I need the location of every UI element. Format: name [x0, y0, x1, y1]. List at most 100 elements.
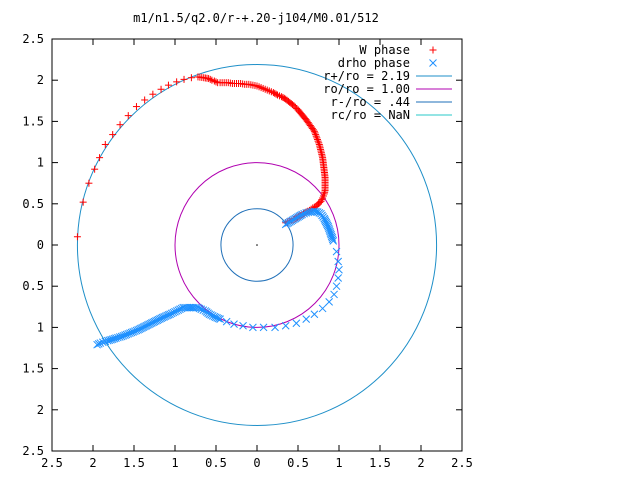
- w-phase-point: [206, 75, 214, 83]
- axis-ticks: 2.5 2 1.5 1 0.5 0 0.5 1 1.5 2 2.52.521.510.500.511…: [22, 32, 473, 470]
- x-tick-label: 1.5: [369, 456, 391, 470]
- legend-label: r+/ro = 2.19: [323, 69, 410, 83]
- legend-label: drho phase: [338, 56, 410, 70]
- drho-phase-point: [185, 303, 193, 312]
- w-phase-point: [180, 75, 188, 83]
- drho-phase-point: [318, 304, 327, 313]
- x-tick-label: 0: [253, 456, 260, 470]
- y-tick-label: 1.5: [22, 362, 44, 376]
- reference-circle: [76, 64, 438, 426]
- drho-phase-point: [330, 290, 338, 299]
- legend-label: rc/ro = NaN: [331, 108, 410, 122]
- drho-phase-point: [222, 317, 231, 326]
- w-phase-point: [85, 179, 93, 187]
- legend-label: W phase: [359, 43, 410, 57]
- drho-phase-point: [332, 247, 341, 256]
- w-phase-point: [272, 90, 280, 98]
- drho-phase-point: [302, 315, 311, 324]
- x-tick-label: 2: [417, 456, 424, 470]
- drho-phase-point: [230, 320, 238, 328]
- x-tick-label: 2.5: [451, 456, 473, 470]
- y-tick-label: 0: [37, 238, 44, 252]
- w-phase-point: [309, 126, 317, 134]
- w-phase-point: [313, 134, 321, 142]
- drho-phase-point: [259, 323, 268, 332]
- drho-phase-point: [334, 274, 343, 282]
- w-phase-point: [311, 129, 319, 137]
- y-tick-label: 2.5: [22, 444, 44, 458]
- w-phase-point: [313, 136, 321, 144]
- legend-marker: [429, 46, 437, 54]
- drho-phase-point: [332, 282, 341, 291]
- w-phase-point: [116, 121, 124, 129]
- y-tick-label: 0.5: [22, 279, 44, 293]
- x-tick-label: 1.5: [123, 456, 145, 470]
- w-phase-point: [164, 81, 172, 89]
- w-phase-point: [319, 194, 327, 202]
- x-tick-label: 1: [335, 456, 342, 470]
- drho-phase-point: [98, 338, 107, 347]
- drho-phase-point: [239, 321, 247, 330]
- w-phase-point: [187, 74, 195, 82]
- w-phase-point: [314, 137, 322, 145]
- drho-phase-point: [103, 336, 112, 345]
- y-tick-label: 1.5: [22, 114, 44, 128]
- x-tick-label: 2: [89, 456, 96, 470]
- w-phase-point: [109, 131, 117, 139]
- drho-phase-point: [93, 340, 101, 349]
- legend-label: r-/ro = .44: [331, 95, 410, 109]
- reference-circle: [220, 208, 294, 282]
- reference-circle: [174, 162, 340, 328]
- drho-phase-point: [94, 340, 103, 348]
- w-phase-point: [205, 75, 213, 83]
- w-phase-point: [91, 165, 99, 173]
- y-tick-label: 1: [37, 156, 44, 170]
- chart-title: m1/n1.5/q2.0/r-+.20-j104/M0.01/512: [133, 11, 379, 25]
- reference-circles: [76, 64, 438, 426]
- w-phase-point: [312, 131, 320, 139]
- y-tick-label: 1: [37, 320, 44, 334]
- w-phase-point: [124, 112, 132, 120]
- w-phase-point: [132, 103, 140, 111]
- data-markers: [73, 73, 343, 349]
- drho-phase-point: [328, 235, 337, 244]
- y-tick-label: 2: [37, 403, 44, 417]
- w-phase-point: [312, 132, 320, 140]
- w-phase-point: [149, 90, 157, 98]
- drho-phase-point: [292, 319, 301, 328]
- drho-phase-point: [310, 310, 319, 319]
- w-phase-point: [310, 127, 318, 135]
- x-tick-label: 0.5: [205, 456, 227, 470]
- w-phase-point: [73, 233, 81, 241]
- w-phase-point: [212, 78, 220, 86]
- x-tick-label: 0.5: [287, 456, 309, 470]
- drho-phase-point: [249, 323, 257, 332]
- drho-phase-point: [186, 303, 195, 312]
- w-phase-point: [79, 198, 87, 206]
- y-tick-label: 0.5: [22, 197, 44, 211]
- legend-marker: [429, 59, 437, 67]
- drho-phase-point: [101, 337, 110, 346]
- drho-phase-point: [335, 265, 343, 274]
- w-phase-point: [101, 140, 109, 148]
- drho-phase-point: [334, 257, 343, 266]
- drho-phase-point: [271, 323, 279, 332]
- x-tick-label: 2.5: [41, 456, 63, 470]
- drho-phase-point: [325, 298, 334, 306]
- w-phase-point: [157, 85, 165, 93]
- w-phase-point: [315, 139, 323, 147]
- origin-dot: [256, 244, 258, 246]
- drho-phase-point: [298, 210, 306, 219]
- w-phase-point: [96, 154, 104, 162]
- drho-phase-point: [329, 237, 338, 245]
- legend-label: ro/ro = 1.00: [323, 82, 410, 96]
- w-phase-point: [141, 96, 149, 104]
- w-phase-point: [210, 77, 218, 85]
- w-phase-point: [173, 78, 181, 86]
- drho-phase-point: [201, 307, 210, 315]
- y-tick-label: 2.5: [22, 32, 44, 46]
- x-tick-label: 1: [171, 456, 178, 470]
- y-tick-label: 2: [37, 73, 44, 87]
